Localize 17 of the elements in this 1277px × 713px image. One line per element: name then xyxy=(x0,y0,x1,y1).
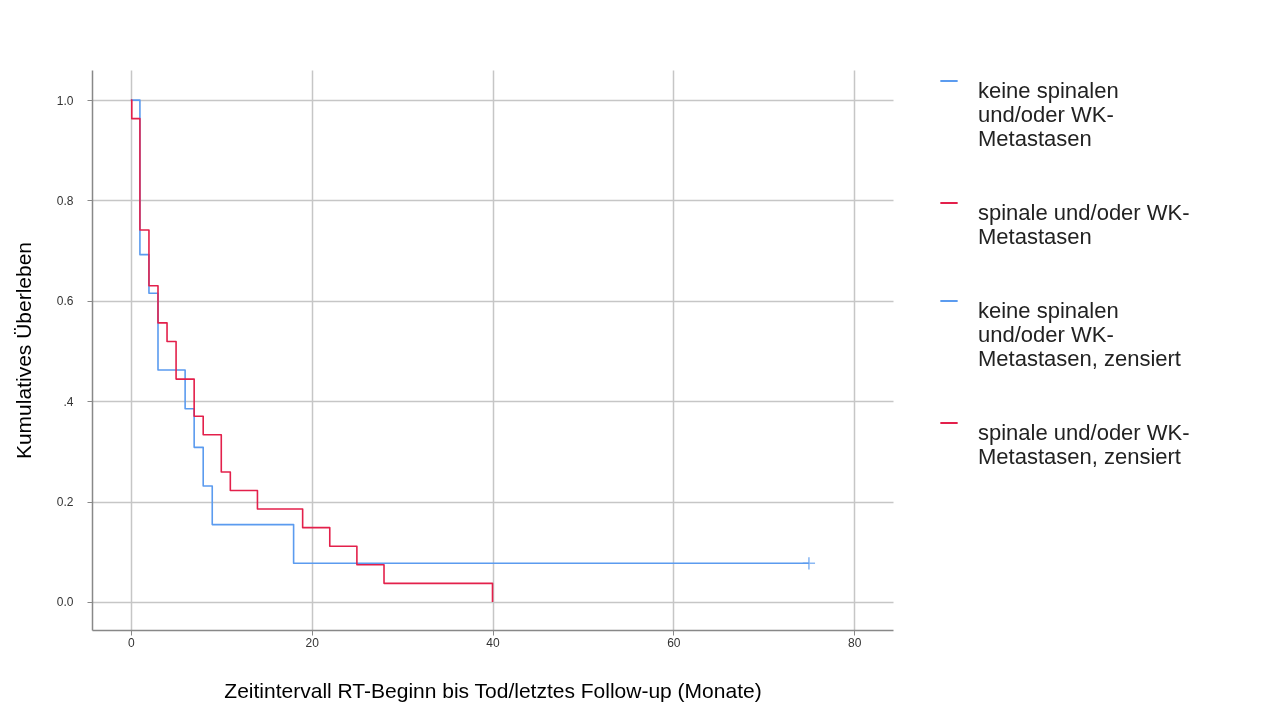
x-tick-label: 20 xyxy=(305,635,320,650)
y-tick-label: .4 xyxy=(63,394,74,409)
legend-label: keine spinalen und/oder WK-Metastasen xyxy=(978,78,1119,151)
x-tick-label: 60 xyxy=(667,635,681,650)
y-tick-label: 1.0 xyxy=(56,93,74,108)
legend-label: spinale und/oder WK-Metastasen, zensiert xyxy=(978,420,1190,469)
x-tick-label: 40 xyxy=(486,635,500,650)
x-tick-label: 0 xyxy=(128,635,136,650)
x-tick-label: 80 xyxy=(847,635,862,650)
legend-label: keine spinalen und/oder WK-Metastasen, zensiert xyxy=(978,298,1181,371)
y-tick-label: 0.2 xyxy=(56,495,74,510)
y-axis-title: Kumulatives Überleben xyxy=(11,241,35,460)
y-tick-label: 0.8 xyxy=(56,193,74,208)
x-axis-title: Zeitintervall RT-Beginn bis Tod/letztes Follow-up (Monate) xyxy=(224,678,762,702)
y-tick-label: 0.6 xyxy=(56,294,74,309)
legend-label: spinale und/oder WK-Metastasen xyxy=(978,200,1190,249)
y-tick-label: 0.0 xyxy=(56,595,74,610)
